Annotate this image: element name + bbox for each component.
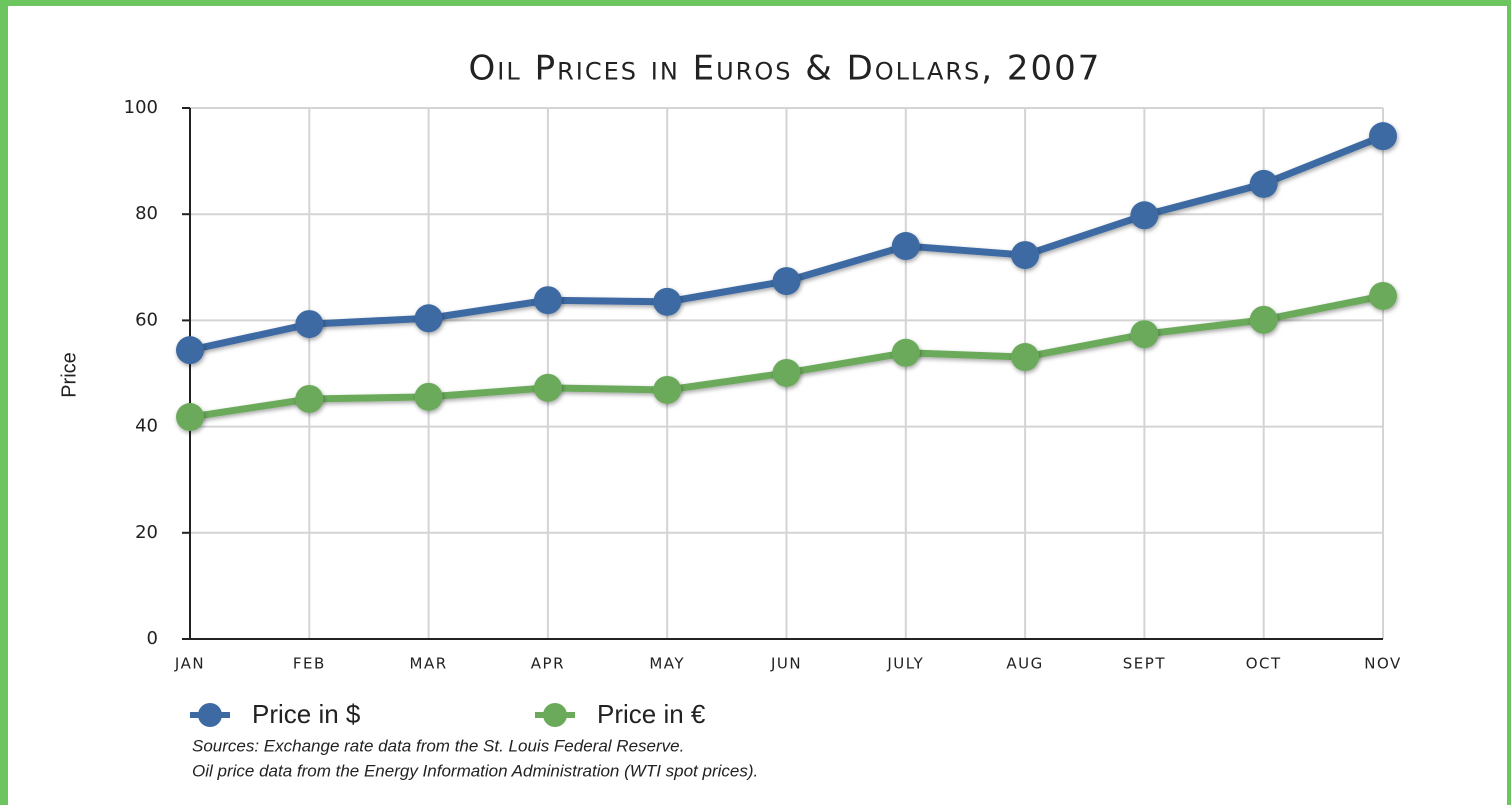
data-point — [533, 373, 562, 402]
legend-label: Price in € — [597, 699, 706, 729]
data-point — [176, 336, 204, 365]
x-tick-label: NOV — [1364, 655, 1402, 673]
y-axis-label: Price — [58, 352, 80, 398]
x-tick-label: APR — [531, 655, 565, 673]
data-point — [414, 382, 443, 411]
data-point — [295, 384, 324, 413]
data-point — [653, 287, 682, 316]
background — [8, 6, 1507, 805]
data-point — [1011, 343, 1040, 372]
legend-label: Price in $ — [252, 699, 361, 729]
data-point — [772, 358, 801, 387]
y-tick-label: 40 — [135, 416, 158, 437]
data-point — [295, 310, 324, 339]
data-point — [176, 403, 204, 432]
x-tick-label: JUN — [770, 655, 802, 673]
data-point — [1369, 122, 1397, 151]
data-point — [414, 304, 443, 333]
data-point — [1249, 169, 1278, 198]
data-point — [1249, 305, 1278, 334]
y-tick-label: 60 — [135, 309, 158, 330]
data-point — [772, 267, 801, 296]
source-note: Sources: Exchange rate data from the St.… — [192, 736, 684, 755]
x-tick-label: MAY — [649, 655, 685, 673]
y-tick-label: 100 — [124, 97, 158, 118]
chart-title: Oil Prices in Euros & Dollars, 2007 — [469, 49, 1102, 89]
legend-marker — [543, 703, 567, 727]
data-point — [891, 338, 920, 367]
y-tick-label: 0 — [147, 628, 158, 649]
x-tick-label: MAR — [410, 655, 448, 673]
x-tick-label: JULY — [886, 655, 924, 673]
x-tick-label: OCT — [1246, 655, 1282, 673]
data-point — [1369, 281, 1397, 310]
x-tick-label: FEB — [293, 655, 326, 673]
x-tick-label: AUG — [1006, 655, 1043, 673]
legend-marker — [198, 703, 222, 727]
y-tick-label: 80 — [135, 203, 158, 224]
data-point — [891, 232, 920, 261]
y-tick-label: 20 — [135, 522, 158, 543]
data-point — [1130, 320, 1159, 349]
x-tick-label: SEPT — [1123, 655, 1166, 673]
data-point — [1011, 241, 1040, 270]
data-point — [653, 375, 682, 404]
data-point — [533, 286, 562, 315]
data-point — [1130, 201, 1159, 230]
x-tick-label: JAN — [174, 655, 205, 673]
source-note: Oil price data from the Energy Informati… — [192, 761, 758, 780]
